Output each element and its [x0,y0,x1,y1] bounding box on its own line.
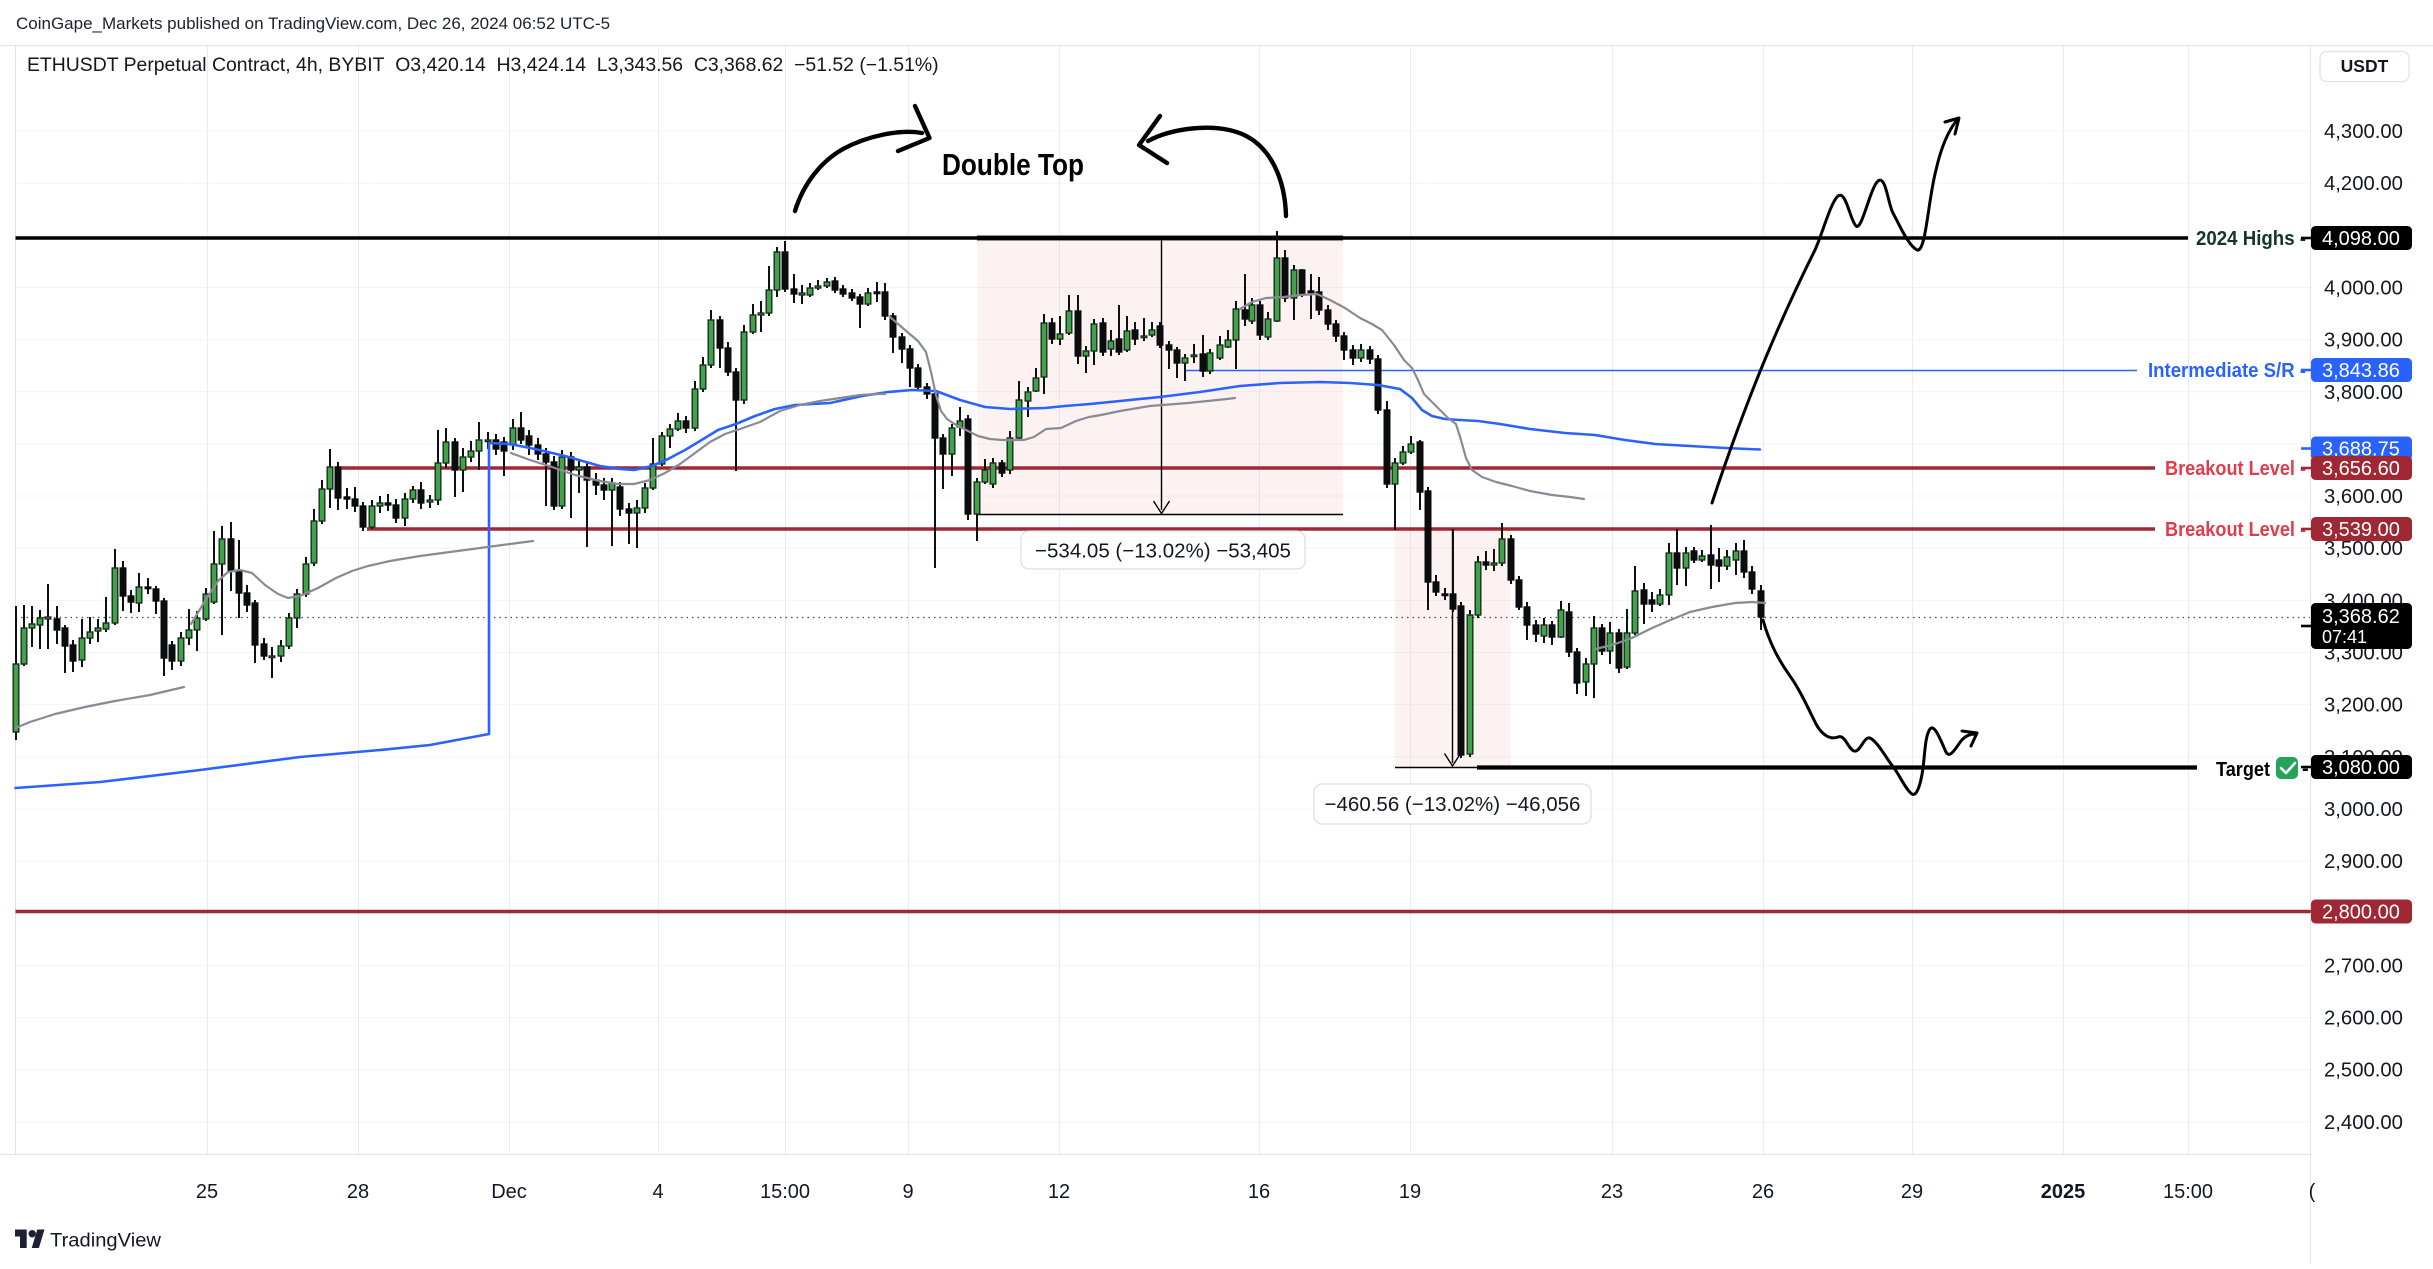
svg-text:Double Top: Double Top [942,148,1084,182]
svg-text:4,300.00: 4,300.00 [2324,121,2403,143]
svg-text:3,843.86: 3,843.86 [2322,360,2400,382]
svg-text:3,000.00: 3,000.00 [2324,799,2403,821]
svg-text:16: 16 [1248,1181,1270,1203]
svg-text:4,098.00: 4,098.00 [2322,228,2400,250]
svg-text:3,656.60: 3,656.60 [2322,458,2400,480]
svg-text:Breakout Level -: Breakout Level - [2165,518,2306,541]
svg-text:9: 9 [902,1181,913,1203]
svg-text:3,080.00: 3,080.00 [2322,757,2400,779]
svg-text:Intermediate S/R -: Intermediate S/R - [2148,359,2306,382]
svg-text:-: - [2302,758,2309,780]
svg-text:ETHUSDT Perpetual Contract, 4h: ETHUSDT Perpetual Contract, 4h, BYBIT O3… [27,54,939,76]
svg-text:2,600.00: 2,600.00 [2324,1008,2403,1030]
svg-text:4,200.00: 4,200.00 [2324,173,2403,195]
svg-text:12: 12 [1048,1181,1070,1203]
svg-text:−534.05 (−13.02%) −53,405: −534.05 (−13.02%) −53,405 [1035,540,1291,563]
svg-text:15:00: 15:00 [2163,1181,2213,1203]
svg-text:23: 23 [1601,1181,1623,1203]
svg-text:2024 Highs -: 2024 Highs - [2196,227,2306,250]
svg-text:4,000.00: 4,000.00 [2324,277,2403,299]
svg-text:3,800.00: 3,800.00 [2324,382,2403,404]
svg-text:USDT: USDT [2341,56,2389,76]
svg-text:2,700.00: 2,700.00 [2324,955,2403,977]
svg-text:Dec: Dec [491,1181,527,1203]
svg-text:07:41: 07:41 [2322,627,2367,647]
svg-text:3,200.00: 3,200.00 [2324,695,2403,717]
svg-text:−460.56 (−13.02%) −46,056: −460.56 (−13.02%) −46,056 [1325,793,1581,816]
svg-text:2,500.00: 2,500.00 [2324,1060,2403,1082]
svg-text:19: 19 [1399,1181,1421,1203]
svg-text:3,500.00: 3,500.00 [2324,538,2403,560]
svg-text:CoinGape_Markets published on: CoinGape_Markets published on TradingVie… [16,14,610,33]
svg-text:3,600.00: 3,600.00 [2324,486,2403,508]
svg-text:TradingView: TradingView [50,1231,161,1252]
svg-text:2,400.00: 2,400.00 [2324,1112,2403,1134]
svg-text:3,368.62: 3,368.62 [2322,606,2400,628]
svg-text:2025: 2025 [2041,1181,2086,1203]
svg-text:2,900.00: 2,900.00 [2324,851,2403,873]
svg-text:28: 28 [347,1181,369,1203]
svg-text:26: 26 [1752,1181,1774,1203]
svg-text:29: 29 [1901,1181,1923,1203]
svg-text:3,539.00: 3,539.00 [2322,519,2400,541]
svg-text:4: 4 [652,1181,663,1203]
svg-text:Target: Target [2216,758,2270,781]
svg-text:(: ( [2309,1181,2316,1203]
svg-text:15:00: 15:00 [760,1181,810,1203]
svg-text:3,900.00: 3,900.00 [2324,330,2403,352]
svg-text:Breakout Level -: Breakout Level - [2165,457,2306,480]
svg-text:25: 25 [196,1181,218,1203]
svg-text:2,800.00: 2,800.00 [2322,902,2400,924]
